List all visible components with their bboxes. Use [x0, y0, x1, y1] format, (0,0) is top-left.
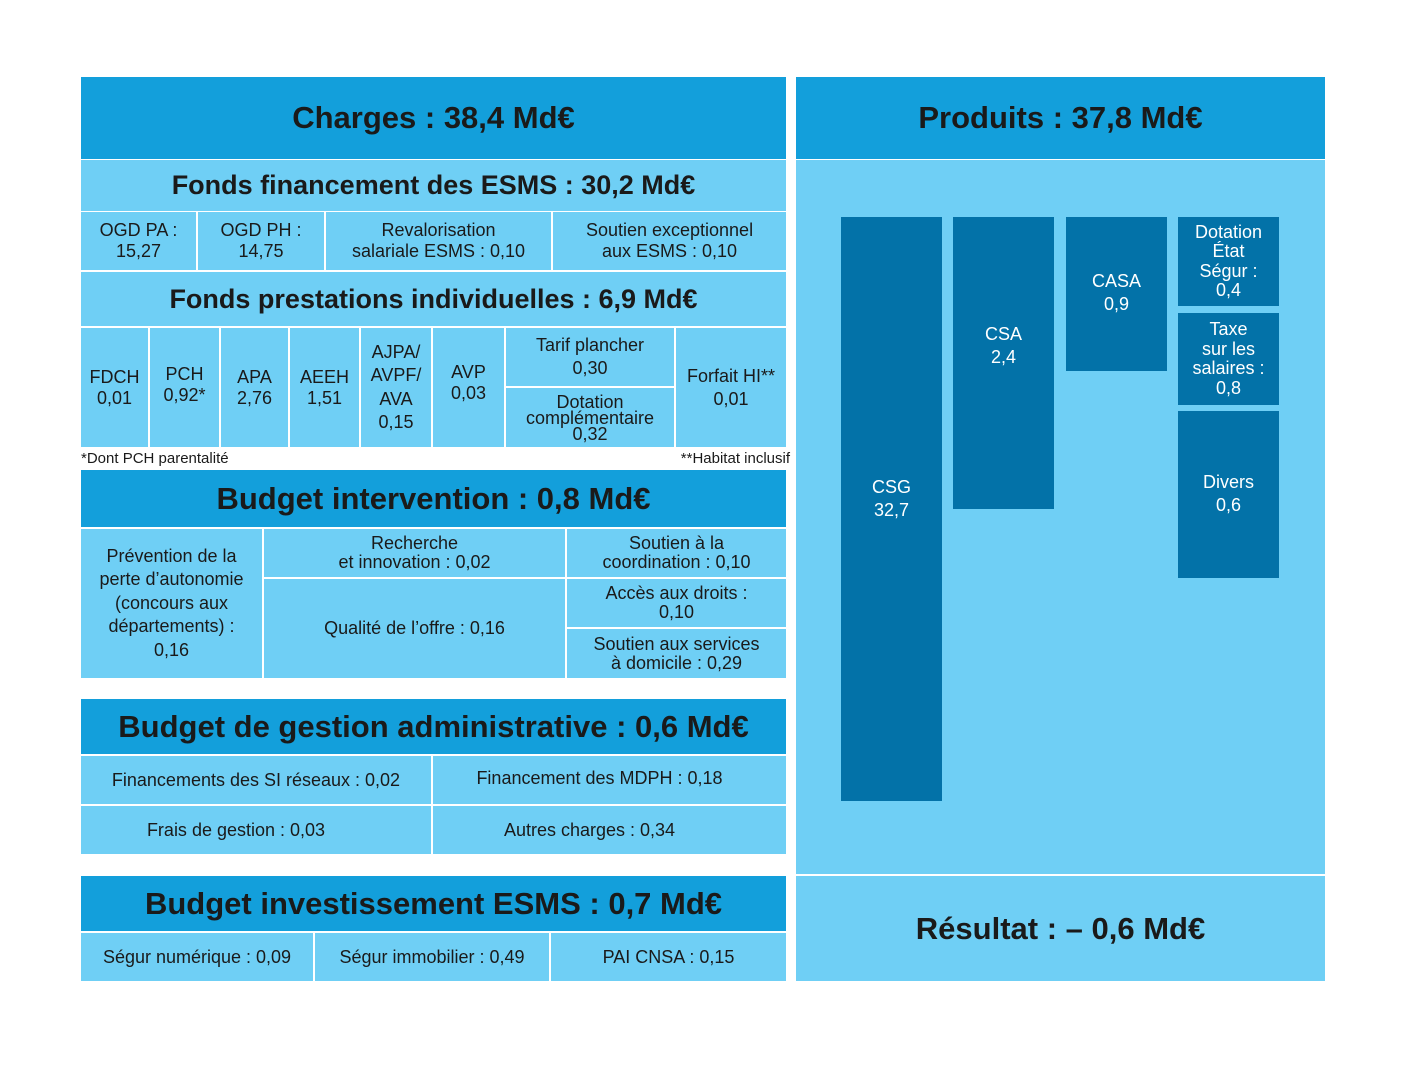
revalorisation-cell: Revalorisation salariale ESMS : 0,10: [326, 212, 551, 270]
ogd-ph-cell: OGD PH :14,75: [198, 212, 324, 270]
fonds-prestations-title: Fonds prestations individuelles : 6,9 Md…: [81, 272, 786, 326]
avp-cell: AVP 0,03: [433, 328, 504, 447]
prevention-cell: Prévention de la perte d’autonomie (conc…: [81, 529, 262, 678]
acces-droits-cell: Accès aux droits :0,10: [567, 579, 786, 627]
dotation-complementaire-cell: Dotation complémentaire 0,32: [506, 388, 674, 447]
charges-header: Charges : 38,4 Md€: [81, 77, 786, 159]
frais-gestion-label: Frais de gestion : 0,03: [146, 819, 326, 840]
aeeh-cell: AEEH 1,51: [290, 328, 359, 447]
fdch-cell: FDCH 0,01: [81, 328, 148, 447]
soutien-domicile-cell: Soutien aux services à domicile : 0,29: [567, 629, 786, 678]
soutien-coordination-cell: Soutien à la coordination : 0,10: [567, 529, 786, 577]
taxe-salaires-bar: Taxe sur les salaires :0,8: [1178, 313, 1279, 405]
mdph-cell: Financement des MDPH : 0,18: [433, 756, 786, 804]
csg-bar: CSG 32,7: [841, 217, 942, 801]
autres-charges-label: Autres charges : 0,34: [503, 819, 676, 840]
fonds-esms-title: Fonds financement des ESMS : 30,2 Md€: [81, 160, 786, 211]
divers-bar: Divers 0,6: [1178, 411, 1279, 578]
segur-immobilier-cell: Ségur immobilier : 0,49: [315, 933, 549, 981]
casa-bar: CASA 0,9: [1066, 217, 1167, 371]
mdph-label: Financement des MDPH : 0,18: [476, 768, 723, 788]
apa-cell: APA 2,76: [221, 328, 288, 447]
investissement-header: Budget investissement ESMS : 0,7 Md€: [81, 876, 786, 931]
frais-gestion-cell: Frais de gestion : 0,03: [81, 806, 431, 854]
produits-header: Produits : 37,8 Md€: [796, 77, 1325, 159]
recherche-cell: Recherche et innovation : 0,02: [264, 529, 565, 577]
resultat-footer: Résultat : – 0,6 Md€: [796, 876, 1325, 981]
segur-numerique-cell: Ségur numérique : 0,09: [81, 933, 313, 981]
intervention-header: Budget intervention : 0,8 Md€: [81, 470, 786, 527]
ajpa-cell: AJPA/AVPF/AVA 0,15: [361, 328, 431, 447]
note-habitat-inclusif: **Habitat inclusif: [680, 450, 790, 467]
csa-bar: CSA 2,4: [953, 217, 1054, 509]
autres-charges-cell: Autres charges : 0,34: [433, 806, 786, 854]
note-pch-parentalite: *Dont PCH parentalité: [81, 450, 229, 467]
gestion-header: Budget de gestion administrative : 0,6 M…: [81, 699, 786, 754]
pch-cell: PCH 0,92*: [150, 328, 219, 447]
si-reseaux-cell: Financements des SI réseaux : 0,02: [81, 756, 431, 804]
tarif-plancher-cell: Tarif plancher 0,30: [506, 328, 674, 386]
soutien-exceptionnel-cell: Soutien exceptionnel aux ESMS : 0,10: [553, 212, 786, 270]
pai-cnsa-cell: PAI CNSA : 0,15: [551, 933, 786, 981]
dotation-etat-bar: Dotation État Ségur :0,4: [1178, 217, 1279, 306]
forfait-hi-cell: Forfait HI** 0,01: [676, 328, 786, 447]
ogd-pa-cell: OGD PA :15,27: [81, 212, 196, 270]
qualite-offre-cell: Qualité de l’offre : 0,16: [264, 579, 565, 678]
